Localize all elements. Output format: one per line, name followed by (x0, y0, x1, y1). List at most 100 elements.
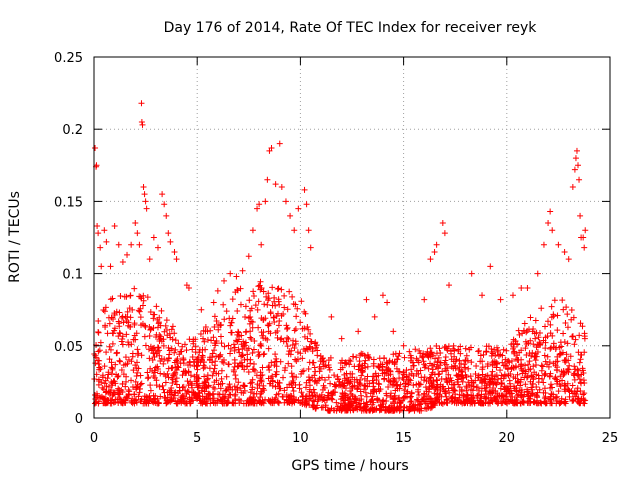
data-point (168, 345, 175, 352)
data-point (310, 359, 317, 366)
data-point-outlier (214, 287, 221, 294)
data-point (370, 380, 377, 387)
data-point (381, 369, 388, 376)
data-point (421, 364, 428, 371)
data-point (252, 367, 259, 374)
data-point (483, 348, 490, 355)
data-point (236, 396, 243, 403)
data-point (514, 341, 521, 348)
data-point (171, 359, 178, 366)
data-point (451, 399, 458, 406)
data-point (284, 343, 291, 350)
data-point (380, 397, 387, 404)
data-point (435, 354, 442, 361)
data-point-outlier (400, 342, 407, 349)
data-point (443, 361, 450, 368)
data-point (394, 356, 401, 363)
data-point (136, 293, 143, 300)
data-point (249, 399, 256, 406)
data-point (297, 399, 304, 406)
data-point-outlier (256, 201, 263, 208)
data-point (195, 384, 202, 391)
data-point (335, 376, 342, 383)
data-point (494, 390, 501, 397)
data-point (420, 358, 427, 365)
data-point (522, 362, 529, 369)
data-point (170, 371, 177, 378)
data-point (168, 326, 175, 333)
data-point-outlier (571, 166, 578, 173)
data-point (299, 368, 306, 375)
data-point (557, 373, 564, 380)
data-point-outlier (264, 176, 271, 183)
data-point (134, 369, 141, 376)
data-point (175, 340, 182, 347)
data-point (477, 352, 484, 359)
data-point-outlier (150, 234, 157, 241)
data-point-outlier (146, 256, 153, 263)
data-point (134, 346, 141, 353)
data-point (144, 375, 151, 382)
data-point (552, 375, 559, 382)
data-point (158, 307, 165, 314)
data-point (280, 393, 287, 400)
data-point (329, 396, 336, 403)
data-point (147, 387, 154, 394)
data-point (260, 351, 267, 358)
data-point (339, 395, 346, 402)
data-point (119, 341, 126, 348)
data-point (265, 322, 272, 329)
data-point (436, 399, 443, 406)
data-point (157, 370, 164, 377)
data-point-outlier (278, 183, 285, 190)
data-point (166, 330, 173, 337)
data-point (269, 378, 276, 385)
data-point (215, 326, 222, 333)
data-point (104, 375, 111, 382)
data-point (465, 365, 472, 372)
data-point (569, 382, 576, 389)
data-point (457, 398, 464, 405)
data-point (503, 399, 510, 406)
data-point (268, 359, 275, 366)
data-point (108, 378, 115, 385)
data-point-outlier (161, 201, 168, 208)
data-point (229, 399, 236, 406)
data-point (105, 383, 112, 390)
data-point (286, 381, 293, 388)
data-point (525, 388, 532, 395)
data-point (513, 399, 520, 406)
data-point (338, 400, 345, 407)
data-point (291, 327, 298, 334)
data-point (462, 345, 469, 352)
data-point (267, 309, 274, 316)
data-point (150, 311, 157, 318)
data-point (208, 337, 215, 344)
data-point (273, 313, 280, 320)
data-point (490, 380, 497, 387)
data-point (287, 351, 294, 358)
data-point (395, 368, 402, 375)
data-point (510, 374, 517, 381)
data-point (383, 359, 390, 366)
data-point (484, 363, 491, 370)
data-point (183, 369, 190, 376)
data-point (306, 382, 313, 389)
data-point (456, 357, 463, 364)
data-point (211, 385, 218, 392)
data-point (200, 365, 207, 372)
data-point (265, 328, 272, 335)
data-point (493, 372, 500, 379)
data-point (221, 343, 228, 350)
data-point (156, 383, 163, 390)
data-point (579, 365, 586, 372)
data-point (564, 324, 571, 331)
data-point (489, 368, 496, 375)
data-point (125, 392, 132, 398)
data-point (225, 342, 232, 349)
data-point (110, 316, 117, 323)
data-point (172, 346, 179, 353)
data-point (258, 377, 265, 384)
data-point (406, 403, 413, 410)
data-point (187, 372, 194, 379)
